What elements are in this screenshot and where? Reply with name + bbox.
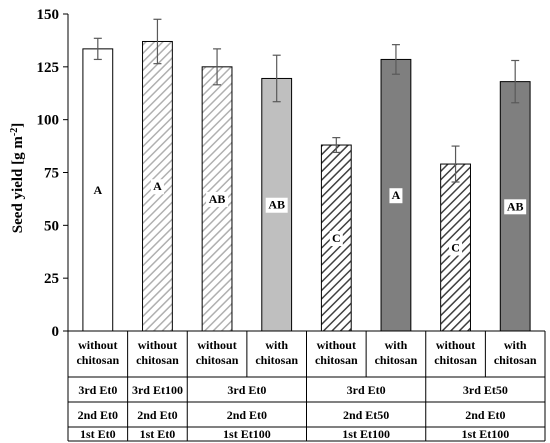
- treatment-label-line1: with: [385, 338, 408, 352]
- spray-label: 2nd Et0: [227, 408, 267, 422]
- spray-label: 3rd Et50: [463, 383, 508, 397]
- spray-label: 1st Et100: [462, 427, 510, 441]
- spray-label: 2nd Et0: [465, 408, 505, 422]
- bar-significance-label: AB: [268, 198, 285, 212]
- spray-label: 1st Et0: [140, 427, 176, 441]
- treatment-label-line2: chitosan: [375, 353, 418, 367]
- spray-label: 3rd Et0: [78, 383, 117, 397]
- y-axis: 0 25 50 75 100 125 150: [37, 7, 69, 340]
- bar-significance-label: A: [153, 179, 162, 193]
- bar-significance-label: C: [332, 231, 341, 245]
- bar-label-background: [150, 179, 164, 195]
- y-tick-label: 25: [44, 271, 59, 287]
- spray-label: 1st Et100: [342, 427, 390, 441]
- treatment-label-line1: with: [265, 338, 288, 352]
- bar-label-background: [389, 188, 403, 204]
- y-axis-title: Seed yield [g m-2]: [9, 123, 27, 233]
- y-tick-label: 50: [44, 218, 59, 234]
- treatment-label-line2: chitosan: [315, 353, 358, 367]
- bar-label-background: [504, 199, 527, 215]
- spray-label: 1st Et100: [223, 427, 271, 441]
- spray-label: 3rd Et0: [227, 383, 266, 397]
- treatment-label-line2: chitosan: [136, 353, 179, 367]
- treatment-label-line2: chitosan: [494, 353, 537, 367]
- treatment-label-line1: without: [197, 338, 236, 352]
- treatment-label-line1: with: [504, 338, 527, 352]
- spray-label: 2nd Et0: [78, 408, 118, 422]
- bar-label-background: [449, 240, 463, 256]
- bar-label-background: [265, 197, 288, 213]
- bars: A A AB AB C A C AB: [82, 18, 531, 332]
- treatment-label-line1: without: [138, 338, 177, 352]
- bar-significance-label: A: [392, 188, 401, 202]
- y-tick-label: 150: [37, 7, 60, 23]
- y-tick-label: 0: [52, 324, 60, 340]
- spray-label: 2nd Et0: [137, 408, 177, 422]
- treatment-label-line2: chitosan: [76, 353, 119, 367]
- treatment-label-line2: chitosan: [196, 353, 239, 367]
- treatment-label-line2: chitosan: [434, 353, 477, 367]
- spray-label: 3rd Et100: [132, 383, 183, 397]
- spray-label: 1st Et0: [80, 427, 116, 441]
- bar-significance-label: A: [93, 183, 102, 197]
- treatment-label-line2: chitosan: [255, 353, 298, 367]
- y-tick-label: 125: [37, 60, 60, 76]
- bar-significance-label: AB: [507, 199, 524, 213]
- treatment-label-line1: without: [317, 338, 356, 352]
- treatment-label-line1: without: [436, 338, 475, 352]
- bar-significance-label: C: [451, 241, 460, 255]
- bar: [82, 48, 114, 332]
- treatment-label-line1: without: [78, 338, 117, 352]
- spray-label: 2nd Et50: [343, 408, 389, 422]
- bar-significance-label: AB: [209, 192, 226, 206]
- bar-label-background: [206, 191, 229, 207]
- y-tick-label: 100: [37, 113, 60, 129]
- category-table: withoutchitosanwithoutchitosanwithoutchi…: [67, 330, 546, 442]
- y-tick-label: 75: [44, 166, 59, 182]
- bar-label-background: [329, 231, 343, 247]
- spray-label: 3rd Et0: [347, 383, 386, 397]
